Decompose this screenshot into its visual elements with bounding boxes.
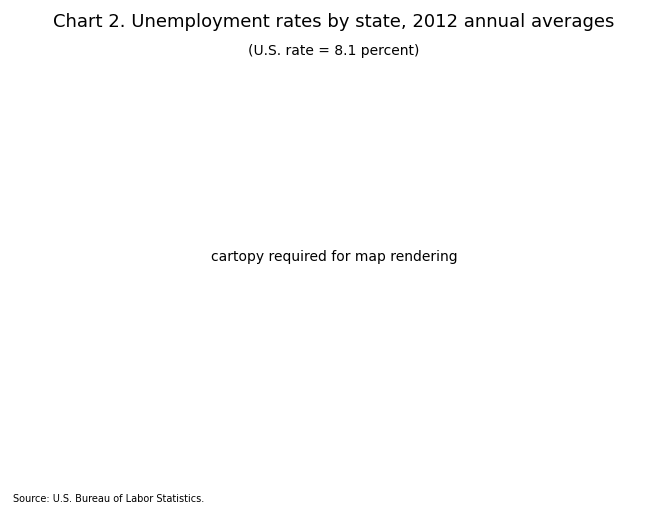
Text: Source: U.S. Bureau of Labor Statistics.: Source: U.S. Bureau of Labor Statistics. [13, 494, 204, 504]
Text: cartopy required for map rendering: cartopy required for map rendering [210, 249, 458, 264]
Text: Chart 2. Unemployment rates by state, 2012 annual averages: Chart 2. Unemployment rates by state, 20… [53, 13, 615, 31]
Text: (U.S. rate = 8.1 percent): (U.S. rate = 8.1 percent) [248, 44, 420, 57]
